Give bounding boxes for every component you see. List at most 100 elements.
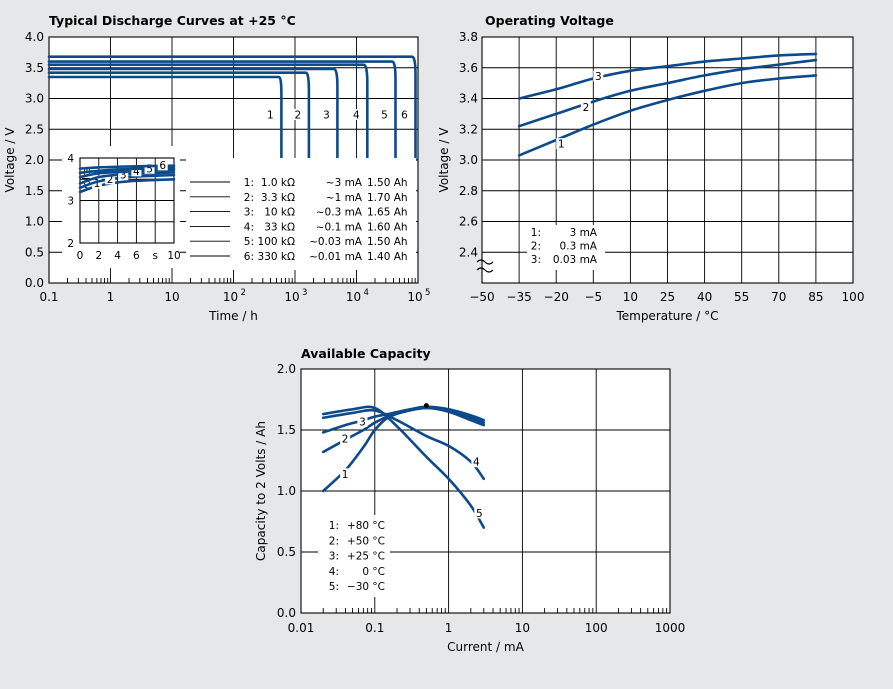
operating-y-tick-label: 3.4	[459, 92, 478, 106]
discharge-legend-current: ~0.3 mA	[316, 207, 363, 219]
capacity-chart-title: Available Capacity	[301, 346, 431, 361]
discharge-series-5-line	[47, 60, 397, 162]
discharge-legend-current: ~0.03 mA	[309, 236, 363, 248]
discharge-series-4-label: 4	[353, 109, 360, 121]
operating-series-3-line	[517, 52, 818, 100]
capacity-legend-id: 2:	[329, 535, 339, 547]
operating-x-tick-label: 55	[734, 290, 749, 304]
operating-y-axis-label: Voltage / V	[437, 127, 451, 193]
operating-series-2-label: 2	[583, 102, 590, 114]
operating-series-3-label: 3	[595, 71, 602, 83]
discharge-series-6-line	[47, 55, 417, 162]
operating-series-2-label-bg	[580, 101, 591, 113]
discharge-series-5-label-bg	[379, 108, 390, 120]
discharge-legend-load: 1.0 kΩ	[261, 177, 295, 189]
discharge-legend-load: 10 kΩ	[264, 207, 295, 219]
discharge-series-2-line	[47, 71, 311, 162]
discharge-legend-current: ~0.1 mA	[316, 221, 363, 233]
inset-x-tick-label: 2	[95, 250, 102, 262]
discharge-y-axis-label: Voltage / V	[3, 127, 17, 193]
discharge-legend-box	[186, 158, 416, 270]
discharge-y-tick-label: 3.5	[25, 61, 44, 75]
capacity-legend-box	[318, 515, 390, 597]
capacity-x-tick-label: 100	[585, 621, 608, 635]
discharge-legend-load: 100 kΩ	[258, 236, 295, 248]
discharge-series-2-label-bg	[292, 108, 303, 120]
operating-x-tick-label: 10	[623, 290, 638, 304]
discharge-legend-id: 2:	[244, 192, 254, 204]
operating-series-1-line	[517, 74, 818, 157]
capacity-series-2-line	[321, 406, 486, 454]
capacity-x-tick-label: 0.01	[288, 621, 315, 635]
operating-legend-id: 3:	[531, 254, 541, 266]
operating-legend-id: 2:	[531, 241, 541, 253]
operating-y-tick-label: 3.0	[459, 153, 478, 167]
capacity-series-4-line	[321, 408, 486, 481]
capacity-series-3-label-bg	[357, 415, 368, 427]
discharge-series-3-label-bg	[321, 108, 332, 120]
capacity-series-4-label-bg	[471, 456, 482, 468]
inset-series-4-label-bg	[131, 165, 142, 177]
inset-series-6-label-bg	[157, 159, 168, 171]
operating-series-1-label: 1	[558, 139, 565, 151]
discharge-series-1-label-bg	[265, 108, 276, 120]
capacity-legend-temp: +80 °C	[347, 520, 385, 532]
discharge-series-2-label: 2	[295, 109, 302, 121]
inset-x-tick-label: 0	[77, 250, 84, 262]
discharge-legend-id: 6:	[244, 251, 254, 263]
operating-y-tick-label: 2.8	[459, 184, 478, 198]
operating-series-3-label-bg	[593, 70, 604, 82]
discharge-legend-capacity: 1.60 Ah	[367, 221, 408, 233]
operating-x-axis-label: Temperature / °C	[615, 309, 718, 323]
capacity-x-tick-label: 1000	[655, 621, 686, 635]
inset-y-tick-label: 4	[67, 153, 74, 165]
capacity-series-5-label: 5	[476, 508, 483, 520]
operating-y-tick-label: 2.4	[459, 245, 478, 259]
capacity-chart: Available Capacity 0.01 0.1 1 10 100 1000 0.0 0.…	[254, 346, 685, 654]
inset-y-tick-label: 3	[67, 196, 74, 208]
discharge-chart: Typical Discharge Curves at +25 °C0.1 1 10…	[3, 13, 430, 323]
discharge-y-tick-label: 4.0	[25, 30, 44, 44]
discharge-x-tick-label: 10	[284, 290, 299, 304]
operating-chart-title: Operating Voltage	[485, 13, 614, 28]
operating-x-tick-label: 40	[697, 290, 712, 304]
discharge-x-tick-label: 0.1	[39, 290, 58, 304]
discharge-legend-current: ~0.01 mA	[309, 251, 363, 263]
operating-legend-id: 1:	[531, 227, 541, 239]
capacity-series-4-label: 4	[473, 457, 480, 469]
inset-x-tick-label: s	[152, 250, 157, 262]
operating-x-tick-label: −20	[544, 290, 569, 304]
discharge-legend-load: 330 kΩ	[258, 251, 295, 263]
capacity-x-tick-label: 1	[445, 621, 453, 635]
capacity-legend-id: 1:	[329, 520, 339, 532]
discharge-x-tick-exp: 5	[425, 288, 430, 298]
discharge-y-tick-label: 3.0	[25, 92, 44, 106]
discharge-series-5-label: 5	[381, 109, 388, 121]
discharge-legend-load: 33 kΩ	[264, 221, 295, 233]
discharge-series-4-label-bg	[351, 108, 362, 120]
operating-series-2-line	[517, 58, 818, 128]
discharge-legend-id: 5:	[244, 236, 254, 248]
inset-series-4-label: 4	[133, 166, 140, 178]
discharge-series-4-line	[47, 63, 369, 162]
discharge-x-tick-exp: 4	[364, 288, 369, 298]
discharge-x-tick-label: 10	[223, 290, 238, 304]
capacity-series-5-line	[321, 405, 486, 529]
discharge-legend-id: 4:	[244, 221, 254, 233]
capacity-y-tick-label: 1.5	[277, 423, 296, 437]
capacity-x-tick-label: 0.1	[365, 621, 384, 635]
operating-x-tick-label: −5	[584, 290, 602, 304]
capacity-legend-temp: −30 °C	[347, 581, 385, 593]
discharge-y-tick-label: 2.0	[25, 153, 44, 167]
operating-voltage-chart: Operating Voltage −50 −35 −20 −5 10 25 40 55 70 85…	[437, 13, 864, 323]
discharge-series-3-label: 3	[323, 109, 330, 121]
discharge-x-axis-label: Time / h	[208, 309, 258, 323]
discharge-x-tick-label: 10	[164, 290, 179, 304]
inset-series-5-label-bg	[144, 162, 155, 174]
discharge-legend-load: 3.3 kΩ	[261, 192, 295, 204]
discharge-x-tick-exp: 3	[302, 288, 307, 298]
discharge-legend-id: 1:	[244, 177, 254, 189]
discharge-y-tick-label: 1.0	[25, 215, 44, 229]
inset-series-3-label: 3	[120, 170, 127, 182]
discharge-y-tick-label: 2.5	[25, 122, 44, 136]
